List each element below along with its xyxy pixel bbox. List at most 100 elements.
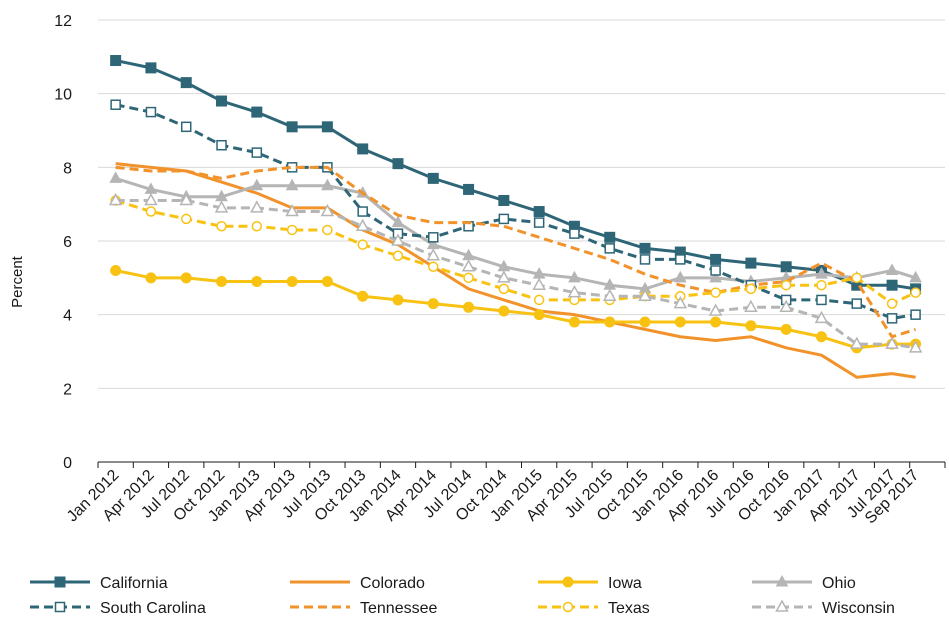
legend-label-tennessee: Tennessee: [360, 600, 437, 617]
data-point-ohio: [109, 171, 122, 183]
data-point-california: [251, 106, 263, 118]
legend-label-texas: Texas: [608, 600, 650, 617]
data-point-texas: [216, 221, 227, 232]
y-tick-label: 8: [63, 160, 72, 177]
data-point-iowa: [533, 309, 545, 321]
data-point-iowa: [745, 320, 757, 332]
data-point-california: [463, 183, 475, 195]
data-point-texas: [251, 221, 263, 232]
data-point-south-carolina: [180, 121, 192, 133]
y-tick-label: 6: [63, 234, 72, 251]
data-point-iowa: [498, 305, 510, 317]
legend-item-california: California: [30, 575, 168, 592]
data-point-ohio: [250, 178, 264, 191]
data-point-california: [780, 261, 792, 273]
data-point-california: [639, 242, 651, 254]
data-point-texas: [910, 287, 921, 298]
series-line-ohio: [115, 176, 917, 291]
legend-label-south-carolina: South Carolina: [100, 600, 206, 617]
y-axis-label: Percent: [9, 255, 26, 308]
data-point-california: [392, 158, 404, 170]
legend-marker-iowa: [562, 576, 574, 588]
data-point-wisconsin: [744, 299, 758, 313]
data-point-south-carolina: [251, 147, 263, 158]
data-point-wisconsin: [814, 310, 829, 324]
data-point-texas: [710, 287, 721, 298]
data-point-iowa: [321, 276, 333, 288]
data-point-south-carolina: [675, 254, 686, 265]
data-point-south-carolina: [604, 243, 615, 254]
legend-label-iowa: Iowa: [608, 575, 642, 592]
legend-marker-wisconsin: [775, 599, 789, 612]
series-line-wisconsin: [115, 198, 916, 350]
data-point-wisconsin: [497, 270, 511, 283]
data-point-wisconsin: [179, 192, 193, 206]
data-point-south-carolina: [639, 254, 651, 265]
series-line-colorado: [115, 162, 916, 379]
series-line-texas: [115, 199, 917, 306]
series-colorado: [115, 162, 916, 379]
data-point-wisconsin: [779, 299, 793, 313]
data-point-wisconsin: [108, 192, 123, 206]
data-point-wisconsin: [285, 203, 299, 217]
data-point-ohio: [321, 178, 334, 191]
data-point-south-carolina: [357, 206, 368, 217]
data-point-texas: [498, 283, 510, 295]
legend-marker-california: [54, 576, 66, 588]
data-point-wisconsin: [391, 233, 405, 246]
data-point-iowa: [286, 276, 298, 288]
data-point-ohio: [285, 178, 299, 191]
data-point-ohio: [709, 270, 722, 283]
data-point-california: [145, 62, 157, 74]
data-point-california: [216, 95, 228, 107]
data-point-texas: [180, 213, 192, 225]
data-point-wisconsin: [532, 277, 546, 290]
legend-label-wisconsin: Wisconsin: [822, 600, 895, 617]
data-point-ohio: [568, 270, 581, 283]
data-point-wisconsin: [708, 303, 723, 316]
legend-marker-ohio: [775, 574, 789, 587]
data-point-south-carolina: [216, 139, 227, 151]
legend-item-colorado: Colorado: [290, 575, 425, 592]
data-point-south-carolina: [816, 294, 827, 306]
data-point-iowa: [568, 316, 580, 328]
data-point-iowa: [710, 316, 722, 328]
data-point-wisconsin: [850, 336, 864, 349]
legend-item-iowa: Iowa: [538, 575, 642, 592]
data-point-texas: [533, 294, 545, 306]
data-point-iowa: [145, 272, 157, 284]
y-tick-label: 0: [63, 455, 72, 472]
data-point-california: [533, 206, 545, 218]
data-point-texas: [463, 272, 474, 284]
data-point-california: [886, 279, 898, 291]
data-point-ohio: [909, 270, 922, 283]
series-line-tennessee: [115, 165, 917, 339]
y-tick-label: 4: [63, 308, 72, 325]
series-line-south-carolina: [115, 103, 916, 320]
series-line-iowa: [115, 269, 916, 350]
data-point-south-carolina: [569, 228, 580, 239]
legend: California Colorado Iowa Ohio South Carolina…: [30, 574, 895, 617]
legend-label-ohio: Ohio: [822, 575, 856, 592]
data-point-south-carolina: [145, 106, 157, 118]
data-point-wisconsin: [250, 200, 264, 213]
series-wisconsin: [108, 192, 923, 353]
data-point-wisconsin: [214, 200, 229, 213]
data-point-california: [498, 194, 510, 206]
y-tick-label: 2: [63, 381, 72, 398]
data-point-wisconsin: [567, 285, 582, 298]
data-point-california: [180, 77, 192, 89]
data-point-iowa: [604, 316, 616, 328]
y-tick-label: 10: [54, 87, 72, 104]
data-point-texas: [145, 206, 157, 217]
legend-item-texas: Texas: [538, 600, 650, 617]
data-point-south-carolina: [110, 99, 121, 110]
data-point-texas: [357, 239, 368, 250]
data-point-iowa: [216, 276, 228, 288]
data-point-texas: [745, 283, 757, 295]
series-tennessee: [115, 165, 917, 339]
data-point-california: [710, 253, 722, 265]
series-line-california: [115, 59, 916, 291]
data-point-wisconsin: [638, 288, 652, 301]
legend-item-ohio: Ohio: [752, 574, 856, 592]
